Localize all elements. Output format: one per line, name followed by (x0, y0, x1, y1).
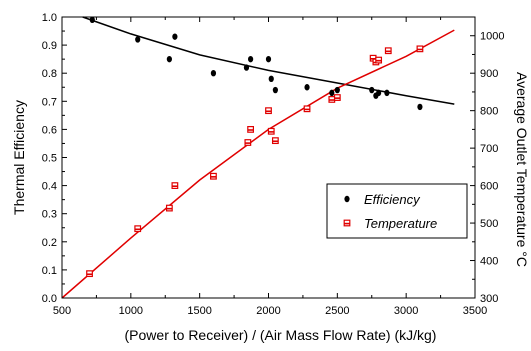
y-left-tick-label: 0.2 (42, 237, 57, 249)
efficiency-point (304, 84, 310, 91)
y-left-tick-label: 1.0 (42, 12, 57, 24)
plot-area (61, 16, 455, 299)
y-right-tick-label: 800 (480, 106, 498, 118)
x-tick-label: 2000 (256, 305, 280, 317)
y-right-tick-label: 700 (480, 143, 498, 155)
y-right-tick-label: 500 (480, 218, 498, 230)
legend-box (326, 183, 468, 239)
efficiency-point (334, 86, 340, 94)
y-axis-left-title: Thermal Efficiency (11, 100, 27, 215)
y-left-tick-label: 0.4 (42, 181, 57, 193)
y-right-tick-label: 400 (480, 256, 498, 268)
efficiency-point (172, 33, 178, 40)
fit-line-efficiency (82, 16, 455, 105)
y-left-tick-label: 0.6 (42, 124, 57, 136)
efficiency-point (417, 103, 423, 111)
y-right-tick-label: 600 (480, 181, 498, 193)
y-left-tick-label: 0.9 (42, 40, 57, 52)
y-right-tick-label: 900 (480, 68, 498, 80)
y-left-tick-label: 0.1 (42, 265, 57, 277)
fit-line-temperature (61, 29, 455, 299)
efficiency-point (272, 86, 278, 94)
y-left-tick-label: 0.3 (42, 209, 57, 221)
y-right-tick-label: 300 (480, 293, 498, 305)
x-tick-label: 1000 (119, 305, 143, 317)
legend-label-temperature: Temperature (364, 216, 437, 231)
y-left-tick-label: 0.0 (42, 293, 57, 305)
y-left-tick-label: 0.5 (42, 153, 57, 165)
legend-marker-efficiency (344, 195, 350, 203)
efficiency-point (265, 55, 272, 63)
x-axis-title: (Power to Receiver) / (Air Mass Flow Rat… (125, 327, 437, 343)
legend: Efficiency Temperature (326, 183, 468, 239)
efficiency-point (329, 89, 335, 97)
efficiency-point (268, 75, 274, 83)
x-tick-label: 1500 (187, 305, 211, 317)
y-axis-right-title: Average Outlet Temperature °C (514, 72, 530, 267)
y-left-tick-label: 0.7 (42, 96, 57, 108)
x-tick-label: 3500 (463, 305, 487, 317)
efficiency-point (210, 70, 217, 77)
efficiency-point (166, 55, 172, 63)
x-tick-label: 500 (53, 305, 71, 317)
efficiency-point (89, 16, 95, 24)
legend-label-efficiency: Efficiency (364, 192, 421, 207)
efficiency-point (384, 89, 390, 97)
axes: 500 1000 1500 2000 2500 3000 3500 0.0 0.1 0.2 0.3 0… (42, 12, 505, 317)
efficiency-point (248, 55, 254, 63)
efficiency-point (376, 89, 382, 97)
y-left-tick-label: 0.8 (42, 68, 57, 80)
y-right-tick-label: 1000 (480, 31, 504, 43)
efficiency-point (243, 64, 250, 71)
efficiency-point (369, 86, 375, 94)
x-tick-label: 3000 (394, 305, 418, 317)
x-tick-label: 2500 (325, 305, 349, 317)
efficiency-point (135, 36, 141, 43)
